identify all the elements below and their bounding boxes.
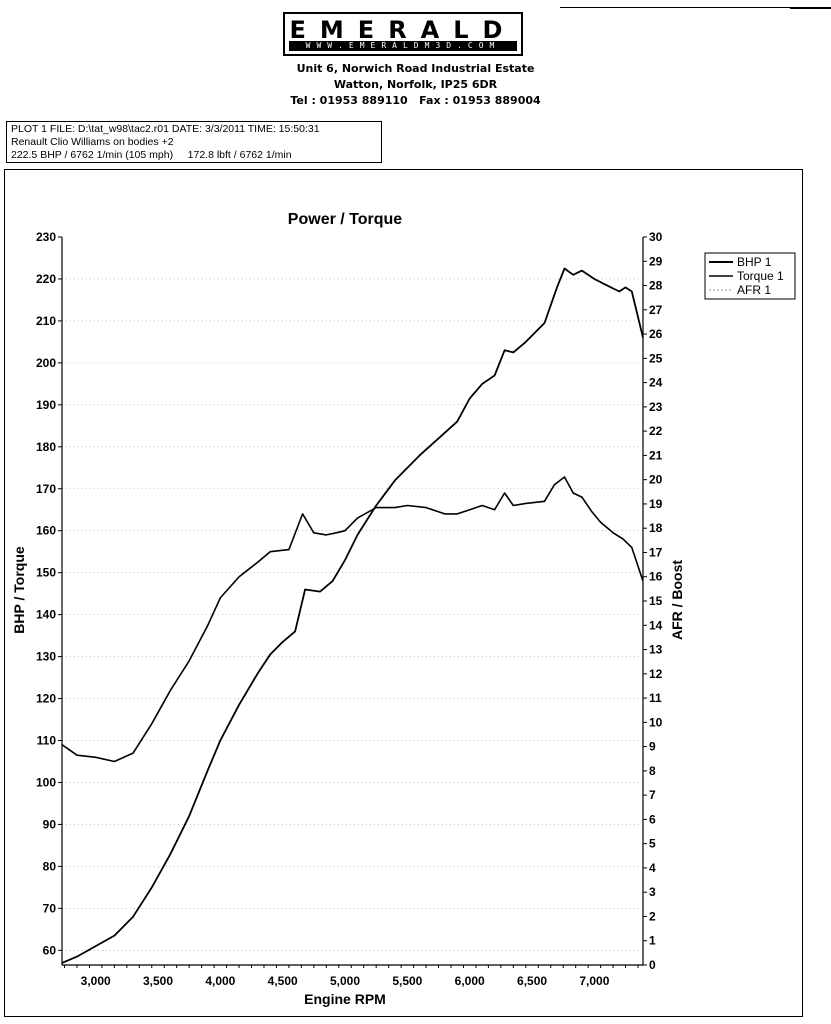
y2-tick-label: 9 xyxy=(649,740,656,754)
address-line-2: Watton, Norfolk, IP25 6DR xyxy=(333,78,498,91)
chart-frame xyxy=(4,169,803,1017)
y2-tick-label: 1 xyxy=(649,934,656,948)
legend-label-torque: Torque 1 xyxy=(737,269,784,283)
y-tick-label: 200 xyxy=(36,356,56,370)
y-tick-label: 220 xyxy=(36,272,56,286)
chart-legend: BHP 1 Torque 1 AFR 1 xyxy=(704,252,796,300)
y2-tick-label: 7 xyxy=(649,788,656,802)
series-lines xyxy=(61,267,644,964)
y-tick-label: 160 xyxy=(36,524,56,538)
y-tick-label: 140 xyxy=(36,608,56,622)
y2-axis-label: AFR / Boost xyxy=(669,560,685,640)
legend-label-bhp: BHP 1 xyxy=(737,255,772,269)
y2-tick-label: 6 xyxy=(649,812,656,826)
y-axis-label: BHP / Torque xyxy=(11,546,27,634)
plot-file-line: PLOT 1 FILE: D:\tat_w98\tac2.r01 DATE: 3… xyxy=(11,123,320,135)
y2-tick-label: 13 xyxy=(649,643,663,657)
y2-tick-label: 21 xyxy=(649,448,663,462)
y-tick-label: 120 xyxy=(36,692,56,706)
grid-lines xyxy=(62,278,643,951)
x-tick-label: 5,000 xyxy=(330,974,360,988)
y2-tick-label: 5 xyxy=(649,837,656,851)
y2-tick-label: 26 xyxy=(649,327,663,341)
y2-tick-label: 8 xyxy=(649,764,656,778)
y2-tick-label: 14 xyxy=(649,618,663,632)
dyno-header: EMERALD WWW.EMERALDM3D.COM Unit 6, Norwi… xyxy=(0,0,831,112)
y2-tick-label: 3 xyxy=(649,885,656,899)
y2-tick-label: 19 xyxy=(649,497,663,511)
chart-title: Power / Torque xyxy=(288,211,402,228)
x-tick-label: 6,500 xyxy=(517,974,547,988)
y2-tick-label: 17 xyxy=(649,545,663,559)
y-tick-label: 150 xyxy=(36,566,56,580)
y-tick-label: 190 xyxy=(36,398,56,412)
y2-tick-label: 24 xyxy=(649,376,663,390)
plot-info-box: PLOT 1 FILE: D:\tat_w98\tac2.r01 DATE: 3… xyxy=(6,121,382,163)
y-tick-label: 130 xyxy=(36,650,56,664)
vehicle-line: Renault Clio Williams on bodies +2 xyxy=(11,136,174,148)
peak-values-line: 222.5 BHP / 6762 1/min (105 mph) 172.8 l… xyxy=(11,149,292,161)
x-axis-label: Engine RPM xyxy=(304,991,386,1007)
y2-tick-label: 30 xyxy=(649,230,663,244)
y2-tick-label: 12 xyxy=(649,667,663,681)
series-line-bhp-1 xyxy=(61,267,644,964)
y-tick-label: 210 xyxy=(36,314,56,328)
x-tick-label: 4,500 xyxy=(268,974,298,988)
y2-tick-label: 0 xyxy=(649,958,656,972)
y2-tick-label: 2 xyxy=(649,909,656,923)
logo-web-address: WWW.EMERALDM3D.COM xyxy=(289,41,517,51)
y2-tick-label: 22 xyxy=(649,424,663,438)
address-line-1: Unit 6, Norwich Road Industrial Estate xyxy=(296,62,535,75)
y-tick-label: 70 xyxy=(43,901,57,915)
y2-tick-label: 20 xyxy=(649,473,663,487)
x-tick-label: 3,000 xyxy=(81,974,111,988)
logo-text: EMERALD xyxy=(289,16,517,44)
y-tick-label: 180 xyxy=(36,440,56,454)
phone-fax-line: Tel : 01953 889110 Fax : 01953 889004 xyxy=(290,94,541,107)
left-y-tick-labels: 60 70 80 90 100 110 120 130 140 150 160 170 180 190 20… xyxy=(36,230,62,957)
y2-tick-label: 25 xyxy=(649,351,663,365)
x-tick-label: 4,000 xyxy=(205,974,235,988)
y-tick-label: 80 xyxy=(43,859,57,873)
y-tick-label: 90 xyxy=(43,817,57,831)
legend-label-afr: AFR 1 xyxy=(737,283,771,297)
y2-tick-label: 4 xyxy=(649,861,656,875)
axes xyxy=(61,237,644,966)
emerald-logo: EMERALD WWW.EMERALDM3D.COM xyxy=(283,12,523,56)
right-y-tick-labels: 0123456789101112131415161718192021222324… xyxy=(643,230,663,972)
y2-tick-label: 16 xyxy=(649,570,663,584)
y2-tick-label: 15 xyxy=(649,594,663,608)
y2-tick-label: 29 xyxy=(649,254,663,268)
x-tick-label: 6,000 xyxy=(455,974,485,988)
x-tick-label: 5,500 xyxy=(392,974,422,988)
y-tick-label: 170 xyxy=(36,482,56,496)
x-tick-labels: 3,000 3,500 4,000 4,500 5,000 5,500 6,000 6,500… xyxy=(63,965,639,988)
scan-artifact-line xyxy=(560,7,790,8)
y2-tick-label: 28 xyxy=(649,279,663,293)
y-tick-label: 110 xyxy=(37,734,57,748)
y-tick-label: 100 xyxy=(36,775,56,789)
y2-tick-label: 10 xyxy=(649,715,663,729)
y2-tick-label: 23 xyxy=(649,400,663,414)
y2-tick-label: 18 xyxy=(649,521,663,535)
y2-tick-label: 11 xyxy=(649,691,662,705)
series-line-torque-1 xyxy=(61,476,644,763)
x-tick-label: 3,500 xyxy=(143,974,173,988)
x-tick-label: 7,000 xyxy=(579,974,609,988)
y2-tick-label: 27 xyxy=(649,303,663,317)
scan-artifact-line xyxy=(790,7,831,9)
y-tick-label: 60 xyxy=(43,943,57,957)
y-tick-label: 230 xyxy=(36,230,56,244)
